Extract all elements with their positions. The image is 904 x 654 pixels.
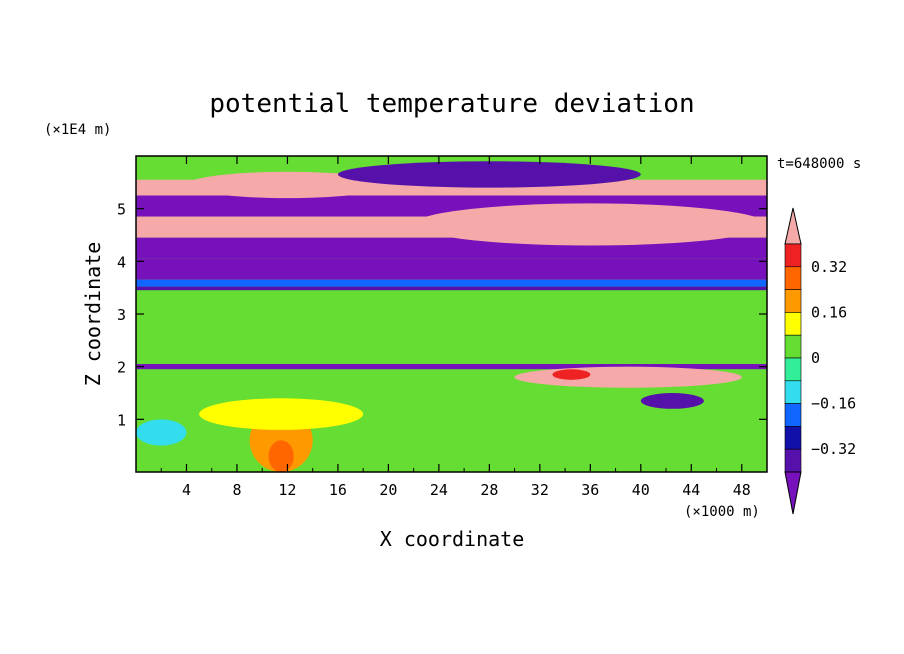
- y-tick-label: 1: [117, 411, 126, 429]
- colorbar-segment: [784, 243, 802, 268]
- contour-band-7: [136, 286, 767, 291]
- contour-feature-0: [186, 171, 389, 199]
- colorbar-label: −0.32: [811, 440, 856, 458]
- y-unit-label: (×1E4 m): [44, 122, 111, 138]
- contour-feature-9: [136, 419, 187, 446]
- colorbar-label: 0.16: [811, 303, 847, 321]
- time-label: t=648000 s: [777, 156, 861, 172]
- y-tick-label: 2: [117, 359, 126, 377]
- colorbar-label: 0.32: [811, 258, 847, 276]
- plot-features: [136, 161, 767, 472]
- x-tick-label: 12: [278, 481, 296, 499]
- contour-feature-4: [268, 440, 294, 472]
- contour-band-8: [136, 290, 767, 357]
- contour-feature-7: [552, 369, 591, 380]
- x-tick-label: 8: [232, 481, 241, 499]
- x-tick-label: 32: [531, 481, 549, 499]
- x-tick-label: 16: [329, 481, 347, 499]
- x-tick-label: 4: [182, 481, 191, 499]
- colorbar-segment: [784, 334, 802, 359]
- x-axis-label: X coordinate: [380, 527, 525, 551]
- colorbar: 0.32 0.16 0 −0.16 −0.32: [784, 207, 856, 515]
- colorbar-top-arrow: [784, 207, 802, 245]
- contour-feature-6: [514, 366, 742, 388]
- contour-band-9: [136, 364, 767, 370]
- colorbar-segment: [784, 312, 802, 336]
- contour-feature-1: [413, 203, 767, 246]
- y-axis: 1 2 3 4 5: [117, 201, 767, 429]
- contour-band-5: [136, 258, 767, 280]
- colorbar-segment: [784, 403, 802, 427]
- y-tick-label: 5: [117, 201, 126, 219]
- colorbar-segment: [784, 448, 802, 473]
- contour-feature-5: [199, 398, 364, 430]
- x-tick-label: 24: [430, 481, 448, 499]
- colorbar-label: −0.16: [811, 395, 856, 413]
- colorbar-segment: [784, 357, 802, 382]
- colorbar-segment: [784, 266, 802, 290]
- x-tick-label: 48: [733, 481, 751, 499]
- x-axis: 4 8 12 16 20 24 28 32 36 40 44 48: [160, 156, 751, 499]
- contour-feature-2: [337, 161, 641, 188]
- colorbar-label: 0: [811, 349, 820, 367]
- y-tick-label: 4: [117, 253, 126, 271]
- x-unit-label: (×1000 m): [684, 504, 760, 520]
- contour-feature-8: [640, 393, 704, 409]
- colorbar-bottom-arrow: [784, 471, 802, 515]
- x-tick-label: 36: [581, 481, 599, 499]
- x-tick-label: 44: [682, 481, 700, 499]
- y-tick-label: 3: [117, 306, 126, 324]
- colorbar-segment: [784, 289, 802, 313]
- chart-title: potential temperature deviation: [209, 89, 694, 119]
- x-tick-label: 40: [632, 481, 650, 499]
- contour-band-6: [136, 279, 767, 287]
- x-tick-label: 20: [379, 481, 397, 499]
- x-tick-label: 28: [480, 481, 498, 499]
- colorbar-segment: [784, 380, 802, 404]
- y-axis-label: Z coordinate: [81, 242, 105, 387]
- colorbar-segment: [784, 426, 802, 450]
